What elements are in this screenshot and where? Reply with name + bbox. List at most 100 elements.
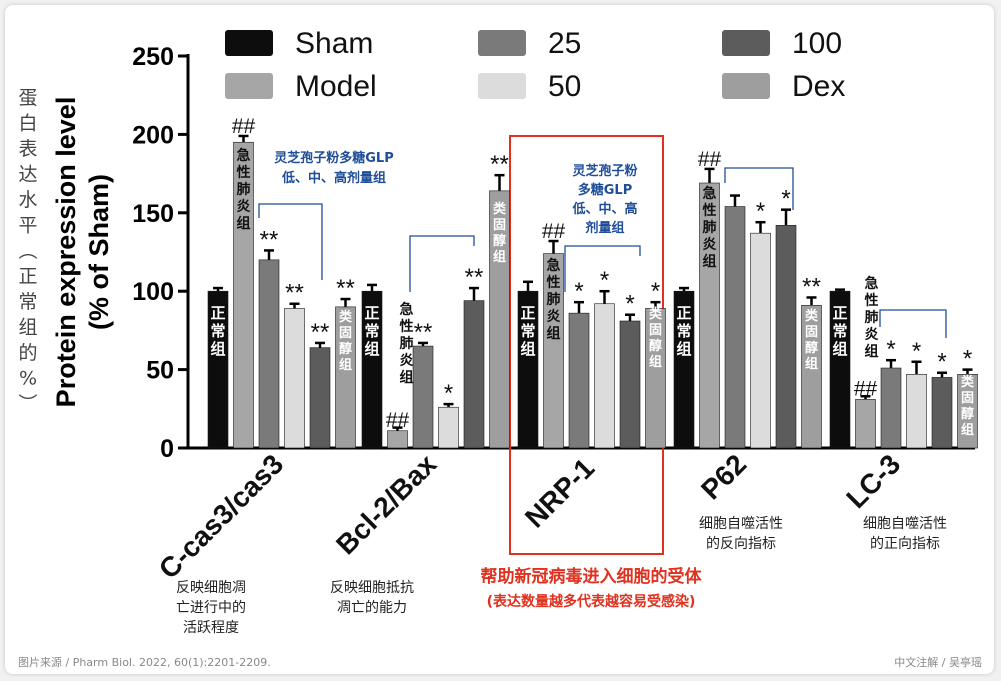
bar-label-dex: 醇	[493, 233, 506, 249]
significance-mark: *	[625, 291, 634, 318]
bar	[489, 190, 510, 449]
bar	[517, 290, 539, 449]
bar	[568, 312, 590, 449]
highlight-title: 帮助新冠病毒进入细胞的受体	[481, 566, 703, 587]
legend-swatch	[722, 30, 770, 56]
bar	[724, 206, 746, 449]
bar-label-model: 肺	[865, 310, 879, 326]
x-tick-label: LC-3	[840, 448, 906, 514]
significance-mark: *	[600, 267, 609, 294]
significance-mark: *	[651, 278, 660, 305]
bar-label-sham: 组	[832, 340, 847, 358]
y-note-char: ︵	[18, 240, 37, 262]
x-tick-label: NRP-1	[519, 452, 600, 533]
y-axis-title: Protein expression level	[51, 97, 81, 408]
bar	[619, 320, 641, 449]
bar-label-dex: 固	[493, 218, 506, 233]
y-note-char: 正	[18, 266, 37, 288]
group-note: 凋亡的能力	[337, 600, 407, 616]
group-note: 的正向指标	[870, 536, 940, 552]
bar-label-dex: 醇	[649, 338, 662, 354]
group-note: 的反向指标	[706, 536, 776, 552]
bar-label-model: 肺	[400, 336, 414, 352]
bar-label-model: 炎	[400, 353, 414, 369]
bar-label-dex: 类	[339, 309, 353, 325]
y-note-char: ︶	[18, 393, 37, 415]
bar-label-dex: 组	[961, 422, 974, 438]
significance-mark: *	[781, 186, 790, 213]
bar-label-model: 急	[237, 147, 251, 164]
significance-mark: *	[937, 349, 946, 376]
significance-mark: *	[886, 336, 895, 363]
bar	[387, 430, 408, 449]
highlight-subtitle: (表达数量越多代表越容易受感染)	[487, 593, 696, 610]
bar-label-model: 急	[400, 301, 414, 318]
y-tick-label: 100	[132, 278, 174, 306]
y-tick-label: 50	[146, 357, 174, 385]
bar-label-sham: 常	[364, 322, 379, 340]
bar	[880, 367, 902, 449]
bar	[258, 259, 280, 449]
significance-mark: *	[912, 338, 921, 365]
legend-swatch	[225, 73, 273, 99]
group-note: 细胞自噬活性	[699, 516, 783, 532]
bar-label-sham: 常	[210, 322, 225, 340]
bar-label-sham: 正	[676, 304, 691, 322]
legend-swatch	[722, 73, 770, 99]
bar	[463, 300, 485, 449]
significance-mark: ##	[542, 220, 566, 243]
bar	[906, 374, 927, 449]
bar	[335, 306, 356, 449]
footer-credit: 中文注解 / 吴亭瑶	[894, 655, 982, 669]
bar	[207, 290, 229, 449]
bar-label-sham: 正	[832, 304, 847, 322]
x-tick-label: C-cas3/cas3	[153, 448, 289, 584]
bar	[855, 399, 876, 449]
significance-mark: **	[260, 226, 279, 253]
bar-label-dex: 醇	[339, 341, 352, 357]
bar	[699, 182, 720, 449]
bracket-note: 低、中、高剂量组	[281, 170, 386, 186]
bar-label-model: 肺	[547, 292, 561, 308]
bar	[801, 305, 822, 449]
y-note-char: 的	[18, 342, 37, 364]
bar-label-model: 性	[400, 318, 414, 335]
y-note-char: 表	[18, 138, 37, 160]
y-note-char: 组	[18, 317, 37, 339]
significance-mark: ##	[698, 148, 722, 171]
bar	[594, 303, 615, 449]
y-note-char: 白	[18, 113, 37, 135]
bracket-bcl2	[409, 235, 475, 292]
bar	[673, 290, 695, 449]
bar-label-model: 炎	[703, 237, 717, 253]
bar-label-model: 炎	[547, 309, 561, 325]
bar-label-model: 肺	[703, 220, 717, 236]
bar-label-model: 急	[703, 185, 717, 202]
bracket-p62	[724, 167, 794, 210]
legend-label: 100	[792, 27, 842, 60]
bar	[645, 308, 666, 449]
bar-label-dex: 固	[339, 326, 352, 341]
bar-label-model: 炎	[237, 199, 251, 215]
group-note: 反映细胞抵抗	[330, 580, 414, 596]
legend-label: 25	[548, 27, 581, 60]
group-note: 反映细胞凋	[176, 580, 246, 596]
legend-swatch	[478, 73, 526, 99]
bracket-lc3	[879, 309, 947, 338]
significance-mark: ##	[232, 115, 256, 138]
bar	[284, 308, 305, 449]
bar	[412, 345, 434, 449]
y-note-char: 常	[18, 291, 37, 313]
bar-label-dex: 类	[805, 308, 819, 324]
y-note-char: 水	[18, 189, 37, 211]
bar-label-model: 肺	[237, 182, 251, 198]
bar-label-model: 组	[865, 343, 879, 360]
y-tick-label: 150	[132, 200, 174, 228]
bar-label-sham: 组	[520, 340, 535, 358]
y-note-char: %	[19, 368, 37, 390]
significance-mark: ##	[386, 409, 410, 432]
bracket-note-nrp1: 低、中、高	[571, 201, 637, 217]
bracket-note-nrp1: 多糖GLP	[578, 182, 632, 198]
significance-mark: **	[465, 264, 484, 291]
